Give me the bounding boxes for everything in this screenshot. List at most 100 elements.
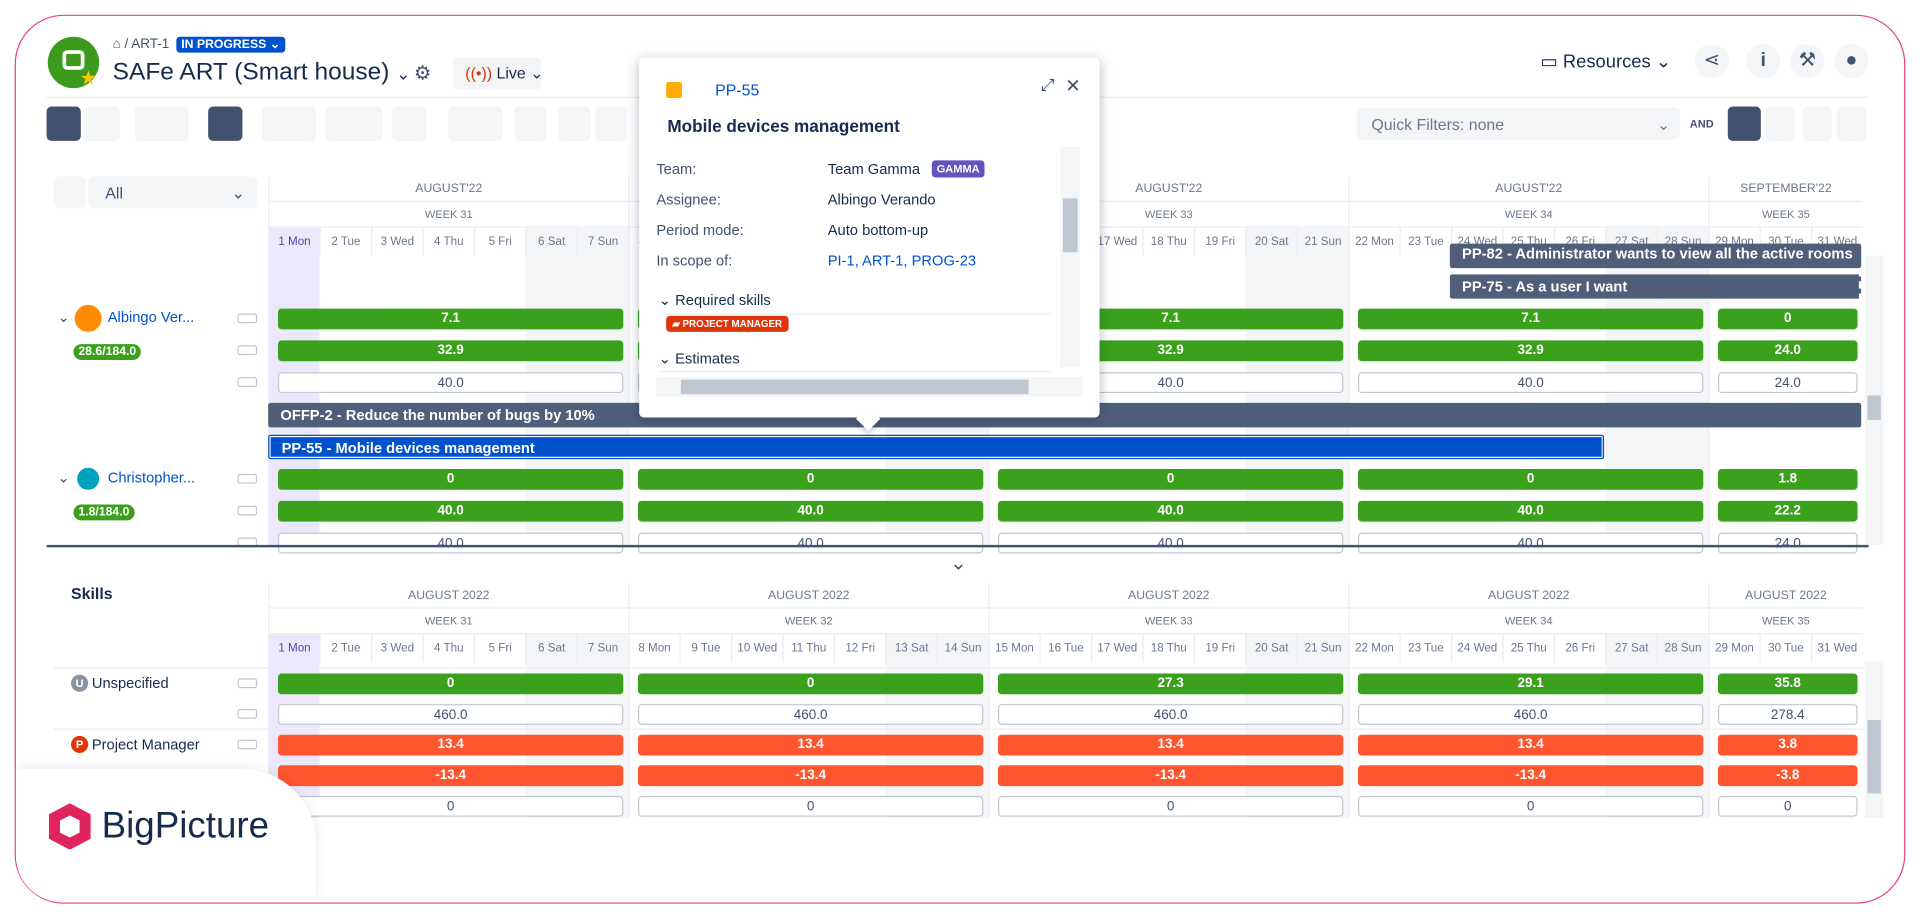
team-view-button[interactable] [83,106,121,141]
day-label: 1 Mon [268,634,320,663]
weekend-column [1245,255,1297,545]
field-label: Assignee: [656,191,721,209]
week-line [1708,255,1710,545]
week-label: WEEK 34 [1348,202,1709,228]
status-badge[interactable]: IN PROGRESS ⌄ [176,36,285,53]
capacity-cell: 13.4 [637,734,984,756]
first-button[interactable] [558,106,591,141]
gauge-button[interactable] [262,106,316,141]
quick-filters-text: Quick Filters: none [1371,115,1505,134]
day-label: 31 Wed [1811,634,1863,663]
collapse-chevron[interactable]: ⌄ [950,553,967,575]
day-label: 10 Wed [731,634,783,663]
day-label: 9 Tue [679,634,732,663]
required-skills-header[interactable]: ⌄ Required skills [658,291,1051,315]
row-icon [237,313,258,324]
resource-name[interactable]: Albingo Ver... [107,308,195,326]
popup-hscroll[interactable] [656,377,1083,397]
skill-name: Project Manager [91,735,200,754]
skills-button[interactable] [208,106,243,141]
day-label: 29 Mon [1708,634,1760,663]
capacity-cell: 460.0 [1357,704,1704,725]
day-label: 17 Wed [1091,634,1143,663]
expand-caret[interactable]: ⌄ [57,308,70,326]
week-line [268,255,270,545]
vscroll-thumb[interactable] [1867,720,1881,794]
resource-name[interactable]: Christopher... [107,468,196,487]
day-label: 4 Thu [422,227,474,256]
breadcrumb[interactable]: ⌂ / ART-1 [112,36,170,52]
capacity-cell: 460.0 [637,704,984,725]
day-label: 17 Wed [1091,227,1143,256]
field-value[interactable]: PI-1, ART-1, PROG-23 [827,252,977,270]
field-label: In scope of: [656,252,733,270]
search-button[interactable] [1765,106,1796,141]
task-bar[interactable]: PP-75 - As a user I want [1449,274,1862,299]
title[interactable]: SAFe ART (Smart house) ⌄ [112,58,411,86]
capacity-cell: 40.0 [1357,500,1704,522]
breadcrumb-item[interactable]: ART-1 [131,36,170,52]
issue-title: Mobile devices management [667,116,900,136]
capacity-cell: 24.0 [1717,372,1858,394]
add-button[interactable] [134,106,189,141]
week-line [1708,661,1710,818]
estimates-text: Estimates [675,350,740,368]
settings-icon[interactable]: ⚙ [413,63,432,85]
weekend-column [525,255,577,545]
capacity-cell: -13.4 [637,765,984,787]
view-button[interactable] [325,106,383,141]
capacity-cell: 24.0 [1717,340,1858,362]
task-bar[interactable]: PP-55 - Mobile devices management [268,434,1605,460]
day-label: 5 Fri [473,634,526,663]
tools-button[interactable]: ⚒ [1790,44,1825,79]
quick-filters[interactable]: Quick Filters: none ⌄ [1356,107,1681,140]
live-button[interactable]: ((•)) Live ⌄ [453,57,544,90]
day-label: 28 Sun [1656,634,1709,663]
filter-select[interactable]: All ⌄ [88,176,258,209]
brand-panel: BigPicture [15,768,316,903]
export-button[interactable] [391,106,427,141]
week-line [268,661,270,818]
project-logo: ★ [47,36,100,89]
calendar-button[interactable] [514,106,547,141]
issue-key[interactable]: PP-55 [715,80,760,100]
info-button[interactable]: i [1746,44,1781,79]
and-toggle[interactable]: AND [1689,117,1714,130]
capacity-cell: 0 [1717,795,1858,817]
row-icon [237,708,258,719]
capacity-cell: 29.1 [1357,673,1704,695]
status-text: IN PROGRESS [181,37,267,52]
capacity-cell: 0 [637,795,984,817]
vscroll-thumb[interactable] [1867,395,1881,421]
user-button[interactable]: ● [1834,44,1869,79]
field-label: Period mode: [656,221,744,239]
share-button[interactable]: ⋖ [1694,44,1729,79]
lightning-button[interactable] [1727,106,1761,141]
capacity-cell: 24.0 [1717,532,1858,554]
prev-button[interactable] [595,106,627,141]
day-label: 6 Sat [525,634,577,663]
person-view-button[interactable] [46,106,81,141]
resources-dropdown[interactable]: ▭ Resources ⌄ [1540,51,1672,73]
week-label: WEEK 35 [1708,202,1863,228]
close-button[interactable]: ✕ [1065,75,1081,97]
day-label: 6 Sat [525,227,577,256]
more-button[interactable] [1802,106,1832,141]
day-label: 3 Wed [371,634,423,663]
task-bar[interactable]: PP-82 - Administrator wants to view all … [1449,243,1862,269]
list-icon[interactable] [53,176,86,209]
expand-caret[interactable]: ⌄ [57,468,70,487]
ruler-button[interactable] [448,106,503,141]
week-label: WEEK 35 [1708,608,1863,635]
popup-vscroll[interactable] [1060,146,1081,368]
collapse-button[interactable] [1836,106,1867,141]
estimates-header[interactable]: ⌄ Estimates [658,350,1051,373]
frame [14,14,1906,904]
month-label: AUGUST 2022 [988,582,1349,609]
capacity-cell: -13.4 [997,765,1344,787]
expand-button[interactable]: ⤢ [1040,74,1055,95]
day-label: 19 Fri [1193,227,1246,256]
week-label: WEEK 33 [988,608,1349,635]
weekend-column [576,255,629,545]
